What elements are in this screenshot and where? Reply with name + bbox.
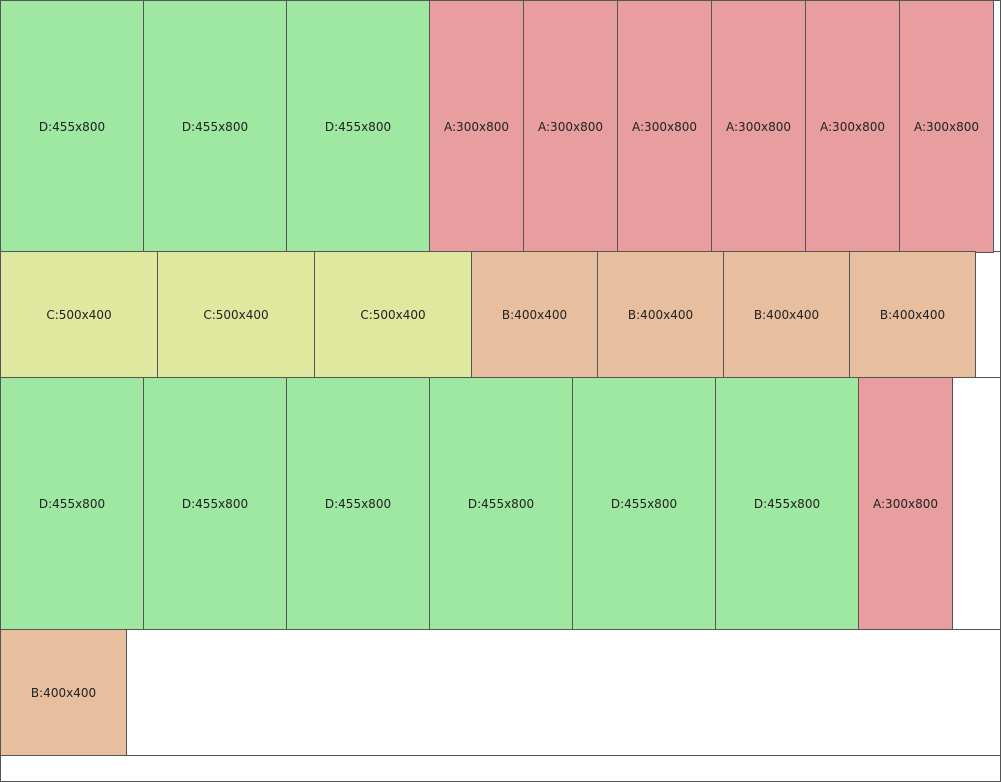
item-label: A:300x800 — [820, 119, 885, 134]
item-a-box: A:300x800 — [899, 0, 994, 253]
item-c-box: C:500x400 — [0, 251, 158, 378]
item-d-box: D:455x800 — [143, 377, 287, 630]
item-label: C:500x400 — [203, 307, 269, 322]
item-b-box: B:400x400 — [597, 251, 724, 378]
item-label: A:300x800 — [632, 119, 697, 134]
item-label: B:400x400 — [501, 307, 568, 322]
item-d-box: D:455x800 — [0, 377, 144, 630]
item-d-box: D:455x800 — [715, 377, 859, 630]
item-label: A:300x800 — [726, 119, 791, 134]
row-divider — [0, 755, 1001, 756]
item-d-box: D:455x800 — [143, 0, 287, 253]
item-b-box: B:400x400 — [0, 629, 127, 756]
item-c-box: C:500x400 — [314, 251, 472, 378]
item-label: A:300x800 — [444, 119, 509, 134]
item-label: B:400x400 — [30, 685, 97, 700]
item-b-box: B:400x400 — [723, 251, 850, 378]
item-label: B:400x400 — [627, 307, 694, 322]
item-a-box: A:300x800 — [523, 0, 618, 253]
item-d-box: D:455x800 — [572, 377, 716, 630]
item-label: C:500x400 — [360, 307, 426, 322]
item-d-box: D:455x800 — [429, 377, 573, 630]
item-d-box: D:455x800 — [286, 377, 430, 630]
item-a-box: A:300x800 — [617, 0, 712, 253]
item-label: A:300x800 — [873, 496, 938, 511]
item-a-box: A:300x800 — [805, 0, 900, 253]
item-a-box: A:300x800 — [711, 0, 806, 253]
item-label: D:455x800 — [324, 119, 392, 134]
item-a-box: A:300x800 — [858, 377, 953, 630]
item-d-box: D:455x800 — [0, 0, 144, 253]
item-label: D:455x800 — [181, 119, 249, 134]
item-label: D:455x800 — [181, 496, 249, 511]
item-c-box: C:500x400 — [157, 251, 315, 378]
item-label: A:300x800 — [914, 119, 979, 134]
item-label: D:455x800 — [38, 496, 106, 511]
item-label: B:400x400 — [879, 307, 946, 322]
item-label: D:455x800 — [610, 496, 678, 511]
item-d-box: D:455x800 — [286, 0, 430, 253]
item-label: B:400x400 — [753, 307, 820, 322]
item-label: D:455x800 — [467, 496, 535, 511]
item-label: C:500x400 — [46, 307, 112, 322]
item-b-box: B:400x400 — [471, 251, 598, 378]
item-label: D:455x800 — [38, 119, 106, 134]
item-b-box: B:400x400 — [849, 251, 976, 378]
item-label: D:455x800 — [753, 496, 821, 511]
item-label: D:455x800 — [324, 496, 392, 511]
item-a-box: A:300x800 — [429, 0, 524, 253]
item-label: A:300x800 — [538, 119, 603, 134]
